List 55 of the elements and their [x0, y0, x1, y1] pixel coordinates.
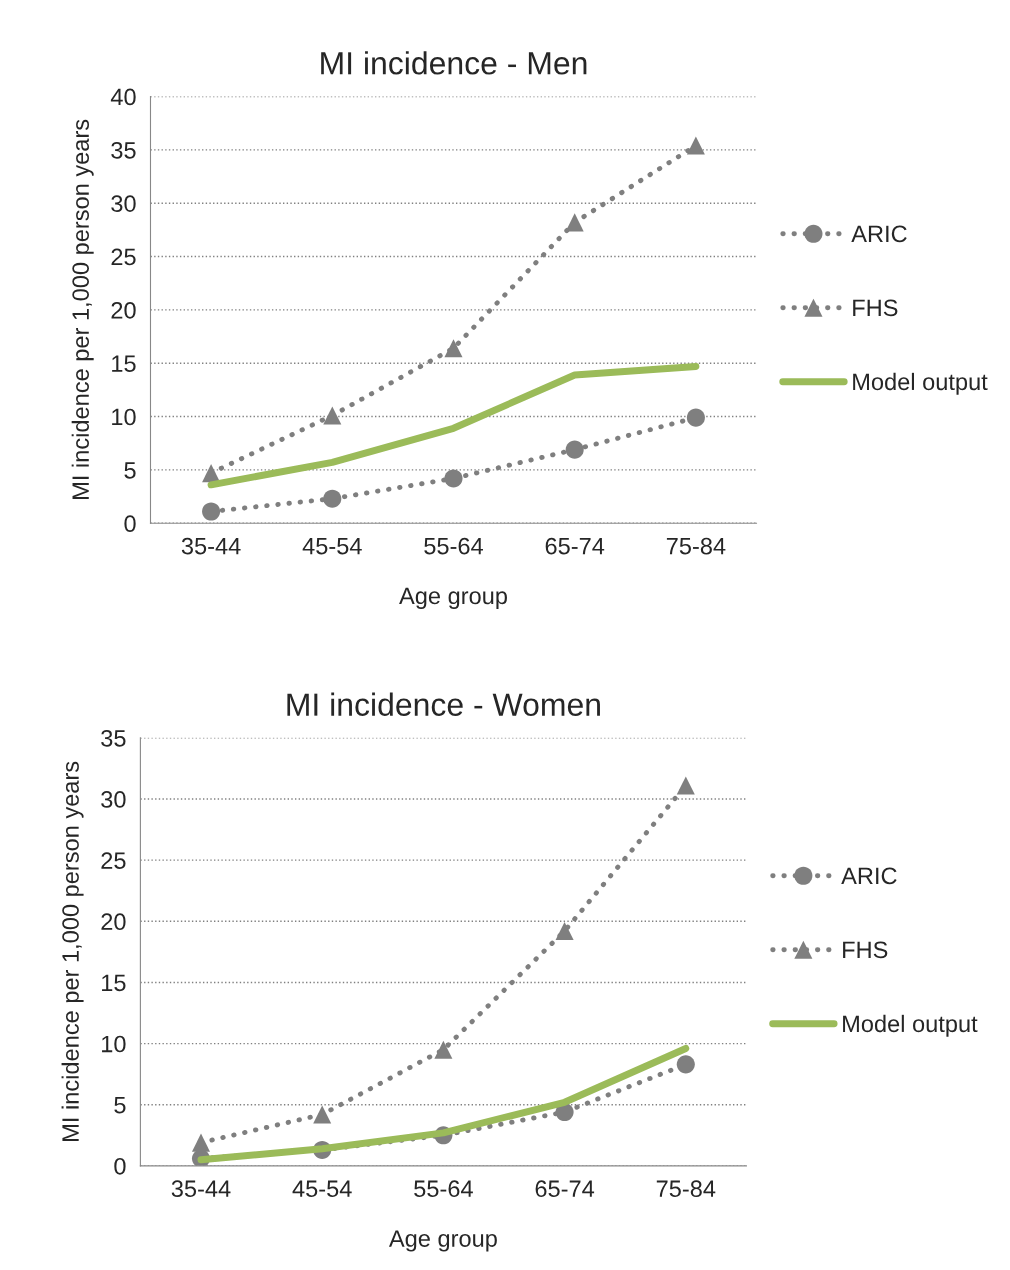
point: [686, 408, 705, 427]
y-tick-label: 0: [114, 1157, 126, 1175]
point: [676, 1055, 695, 1074]
chart-title: MI incidence - Men: [321, 51, 587, 75]
point: [565, 213, 584, 232]
y-tick-label: 40: [110, 88, 136, 106]
point: [555, 922, 574, 941]
y-tick-label: 10: [102, 1035, 126, 1053]
legend-label: Model output: [853, 372, 988, 395]
x-tick-label: 55-64: [424, 537, 483, 555]
point: [323, 489, 342, 508]
point: [676, 776, 695, 795]
y-tick-label: 15: [112, 355, 136, 373]
y-tick-label: 35: [111, 141, 136, 159]
x-tick-label: 35-44: [181, 537, 241, 555]
x-tick-label: 45-54: [302, 538, 362, 555]
y-tick-label: 20: [101, 913, 126, 931]
x-tick-label: 65-74: [535, 1180, 595, 1198]
point: [202, 464, 221, 483]
x-tick-label: 45-54: [292, 1180, 352, 1198]
x-axis-title: Age group: [399, 587, 507, 609]
legend-label: ARIC: [851, 225, 907, 243]
chart-title: MI incidence - Women: [287, 692, 600, 716]
point: [323, 406, 342, 425]
y-tick-label: 35: [101, 729, 126, 747]
point: [191, 1133, 211, 1152]
legend-label: FHS: [843, 941, 888, 959]
point: [686, 136, 705, 155]
x-tick-label: 35-44: [171, 1180, 231, 1198]
point: [313, 1105, 332, 1124]
legend-label: FHS: [853, 299, 898, 317]
y-tick-label: 15: [102, 974, 126, 992]
x-tick-label: 75-84: [656, 1180, 716, 1198]
point: [444, 469, 463, 488]
point: [565, 440, 584, 459]
y-tick-label: 5: [114, 1097, 126, 1114]
x-axis-title: Age group: [388, 1230, 497, 1252]
x-tick-label: 55-64: [414, 1180, 473, 1198]
x-tick-label: 65-74: [545, 537, 605, 555]
y-tick-label: 25: [111, 248, 136, 266]
y-tick-label: 5: [124, 462, 136, 479]
x-tick-label: 75-84: [666, 537, 726, 555]
legend-label: Model output: [843, 1014, 978, 1037]
y-tick-label: 0: [124, 515, 136, 533]
legend-label: ARIC: [841, 867, 897, 885]
y-tick-label: 30: [101, 791, 126, 808]
y-tick-label: 25: [101, 852, 126, 869]
y-axis-title: MI incidence per 1,000 person years: [61, 761, 84, 1141]
y-tick-label: 20: [111, 301, 136, 319]
point: [202, 502, 221, 521]
point: [434, 1040, 453, 1059]
y-tick-label: 30: [111, 195, 136, 212]
y-tick-label: 10: [112, 408, 136, 426]
point: [444, 339, 463, 358]
y-axis-title: MI incidence per 1,000 person years: [71, 119, 94, 499]
